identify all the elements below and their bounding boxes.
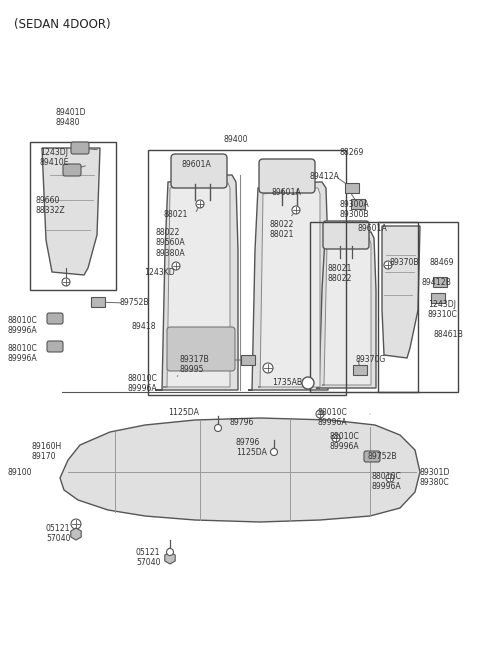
FancyBboxPatch shape [259, 159, 315, 193]
Circle shape [263, 363, 273, 373]
Text: 1243DJ
89410E: 1243DJ 89410E [40, 148, 70, 167]
Text: 89370B: 89370B [390, 258, 420, 267]
Bar [378, 222, 458, 392]
Circle shape [384, 261, 392, 269]
Bar [30, 142, 116, 290]
Circle shape [196, 200, 204, 208]
FancyBboxPatch shape [364, 451, 380, 462]
Text: 88022
89560A
89380A: 88022 89560A 89380A [155, 228, 185, 258]
FancyBboxPatch shape [47, 341, 63, 352]
Circle shape [302, 377, 314, 389]
FancyBboxPatch shape [63, 164, 81, 176]
Bar [310, 222, 418, 392]
Text: 89796: 89796 [230, 418, 254, 427]
Text: 89752B: 89752B [120, 298, 150, 307]
Text: 89300A
89300B: 89300A 89300B [340, 200, 370, 219]
Text: 88469: 88469 [430, 258, 455, 267]
Circle shape [386, 474, 394, 482]
FancyBboxPatch shape [171, 154, 227, 188]
Polygon shape [155, 175, 238, 390]
Polygon shape [316, 232, 376, 388]
Text: 89301D
89380C: 89301D 89380C [420, 468, 451, 487]
Text: 89660
88332Z: 89660 88332Z [35, 196, 65, 215]
Text: 89752B: 89752B [368, 452, 397, 461]
Circle shape [167, 548, 173, 556]
Bar [91, 297, 105, 307]
Text: 89412A: 89412A [310, 172, 340, 181]
Polygon shape [382, 226, 420, 358]
Circle shape [172, 262, 180, 270]
Text: 88010C
89996A: 88010C 89996A [128, 374, 158, 394]
Text: 89601A: 89601A [182, 160, 212, 169]
Text: 89100: 89100 [8, 468, 33, 477]
Text: 88010C
89996A: 88010C 89996A [318, 408, 348, 428]
Text: 88269: 88269 [340, 148, 364, 157]
Polygon shape [322, 238, 371, 385]
Text: 1125DA: 1125DA [168, 408, 199, 417]
Text: 88021
88022: 88021 88022 [328, 264, 352, 283]
Circle shape [71, 519, 81, 529]
Bar [431, 293, 445, 303]
Circle shape [63, 279, 69, 285]
Text: 89418: 89418 [132, 322, 156, 331]
FancyBboxPatch shape [47, 313, 63, 324]
Circle shape [215, 424, 221, 432]
Polygon shape [248, 182, 328, 390]
Circle shape [271, 449, 277, 455]
Circle shape [332, 434, 340, 442]
Text: 89317B
89995: 89317B 89995 [180, 355, 210, 375]
Text: 88010C
89996A: 88010C 89996A [8, 316, 38, 335]
Bar [353, 365, 367, 375]
Text: 05121
57040: 05121 57040 [46, 524, 71, 543]
Text: 88010C
89996A: 88010C 89996A [8, 344, 38, 363]
Bar [148, 150, 346, 395]
Text: 1735AB: 1735AB [272, 378, 302, 387]
Polygon shape [60, 418, 420, 522]
Circle shape [316, 410, 324, 418]
Text: 89160H
89170: 89160H 89170 [32, 442, 62, 461]
Circle shape [62, 278, 70, 286]
Circle shape [292, 206, 300, 214]
Polygon shape [258, 188, 320, 387]
Text: 89400: 89400 [224, 135, 249, 144]
Text: 89401D
89480: 89401D 89480 [55, 108, 85, 127]
Text: 89601A: 89601A [272, 188, 302, 197]
Text: 1243KD: 1243KD [144, 268, 175, 277]
Text: (SEDAN 4DOOR): (SEDAN 4DOOR) [14, 18, 110, 31]
Text: 88461B: 88461B [434, 330, 464, 339]
Polygon shape [165, 552, 175, 564]
Text: 05121
57040: 05121 57040 [136, 548, 161, 567]
Bar [433, 277, 447, 287]
Text: 89796
1125DA: 89796 1125DA [236, 438, 267, 457]
Polygon shape [42, 148, 100, 275]
Text: 89601A: 89601A [358, 224, 388, 233]
Polygon shape [71, 528, 81, 540]
Text: 88010C
89996A: 88010C 89996A [330, 432, 360, 451]
Bar [345, 183, 359, 193]
Text: 1243DJ
89310C: 1243DJ 89310C [428, 300, 458, 319]
FancyBboxPatch shape [71, 142, 89, 154]
FancyBboxPatch shape [323, 221, 369, 249]
Text: 88010C
89996A: 88010C 89996A [372, 472, 402, 491]
Bar [351, 199, 365, 209]
FancyBboxPatch shape [167, 327, 235, 371]
Text: 89370G: 89370G [356, 355, 386, 364]
Bar [241, 355, 255, 365]
Text: 88022
88021: 88022 88021 [270, 220, 295, 239]
Text: 88021: 88021 [164, 210, 189, 219]
Text: 89412B: 89412B [422, 278, 452, 287]
Polygon shape [163, 183, 230, 387]
